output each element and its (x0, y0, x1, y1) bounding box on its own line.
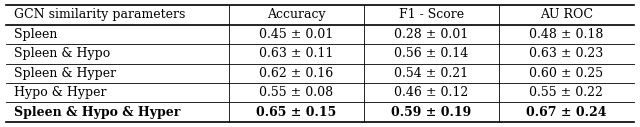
Text: 0.48 ± 0.18: 0.48 ± 0.18 (529, 28, 604, 41)
Text: 0.65 ± 0.15: 0.65 ± 0.15 (257, 106, 337, 119)
Text: 0.55 ± 0.08: 0.55 ± 0.08 (259, 86, 333, 99)
Text: Spleen & Hypo: Spleen & Hypo (14, 47, 110, 60)
Text: AU ROC: AU ROC (540, 8, 593, 21)
Text: F1 - Score: F1 - Score (399, 8, 464, 21)
Text: Accuracy: Accuracy (267, 8, 326, 21)
Text: 0.67 ± 0.24: 0.67 ± 0.24 (526, 106, 607, 119)
Text: 0.59 ± 0.19: 0.59 ± 0.19 (391, 106, 472, 119)
Text: 0.46 ± 0.12: 0.46 ± 0.12 (394, 86, 468, 99)
Text: 0.63 ± 0.23: 0.63 ± 0.23 (529, 47, 604, 60)
Text: 0.54 ± 0.21: 0.54 ± 0.21 (394, 67, 468, 80)
Text: Spleen: Spleen (14, 28, 58, 41)
Text: 0.56 ± 0.14: 0.56 ± 0.14 (394, 47, 468, 60)
Text: 0.28 ± 0.01: 0.28 ± 0.01 (394, 28, 468, 41)
Text: 0.63 ± 0.11: 0.63 ± 0.11 (259, 47, 333, 60)
Text: 0.55 ± 0.22: 0.55 ± 0.22 (529, 86, 603, 99)
Text: 0.60 ± 0.25: 0.60 ± 0.25 (529, 67, 604, 80)
Text: Spleen & Hyper: Spleen & Hyper (14, 67, 116, 80)
Text: Hypo & Hyper: Hypo & Hyper (14, 86, 107, 99)
Text: 0.62 ± 0.16: 0.62 ± 0.16 (259, 67, 333, 80)
Text: 0.45 ± 0.01: 0.45 ± 0.01 (259, 28, 333, 41)
Text: Spleen & Hypo & Hyper: Spleen & Hypo & Hyper (14, 106, 180, 119)
Text: GCN similarity parameters: GCN similarity parameters (14, 8, 186, 21)
